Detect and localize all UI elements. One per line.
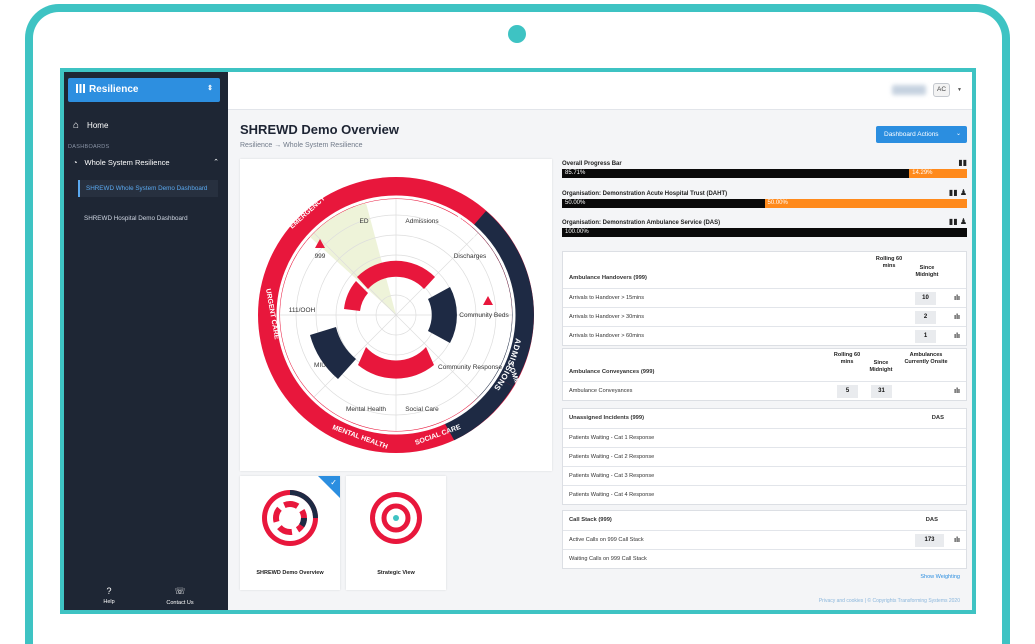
label-discharges-inner: Discharges — [454, 253, 487, 260]
progress-daht: Organisation: Demonstration Acute Hospit… — [562, 188, 967, 208]
inner-segment-ed — [357, 260, 435, 289]
chevron-down-icon[interactable]: ▼ — [957, 87, 962, 93]
outer-ring-dark-b — [472, 211, 534, 387]
bar-chart-users-icon[interactable]: ▮▮ ♟ — [948, 217, 967, 226]
show-weighting-link[interactable]: Show Weighting — [920, 574, 960, 580]
bar-chart-icon[interactable]: ılı — [954, 314, 960, 321]
sidebar-section-label: DASHBOARDS — [68, 144, 110, 150]
page-title: SHREWD Demo Overview — [240, 122, 399, 137]
thumbnail-strategic[interactable]: Strategic View — [346, 476, 446, 590]
table-header: Ambulance Handovers (999) Rolling 60 min… — [569, 256, 939, 281]
label-111-ooh: 111/OOH — [289, 307, 316, 314]
bar-chart-icon[interactable]: ılı — [954, 295, 960, 302]
label-social-care-inner: Social Care — [405, 406, 439, 413]
thumbnail-overview[interactable]: SHREWD Demo Overview ✓ — [240, 476, 340, 590]
warning-icon — [483, 296, 493, 305]
sidebar-item-home[interactable]: ⌂ Home — [73, 120, 109, 131]
progress-label: Organisation: Demonstration Acute Hospit… — [562, 191, 728, 197]
table-row: Active Calls on 999 Call Stack 173 ılı — [563, 530, 966, 549]
label-miu: MIU — [314, 362, 326, 369]
thumbnail-wheel — [262, 490, 318, 546]
table-row: Patients Waiting - Cat 4 Response — [563, 485, 966, 504]
check-icon: ✓ — [330, 478, 337, 487]
label-community-beds: Community Beds — [459, 312, 509, 319]
outer-ring-dark-a — [444, 375, 514, 441]
inner-segment-social — [358, 347, 434, 379]
table-row: Patients Waiting - Cat 2 Response — [563, 447, 966, 466]
ring-gap — [276, 195, 516, 435]
user-name — [892, 85, 926, 95]
thumbnail-label: SHREWD Demo Overview — [256, 570, 324, 576]
chevron-down-icon: ⌄ — [955, 131, 961, 137]
unassigned-table: Unassigned Incidents (999) DAS Patients W… — [562, 408, 967, 505]
avatar[interactable]: AC — [933, 83, 950, 97]
resilience-circle-card: ADMISSIONS DISCHARGES COMMUNITY CARE SOC… — [240, 159, 552, 471]
table-header: Unassigned Incidents (999) DAS — [569, 415, 944, 421]
app-switcher[interactable]: Resilience ⇕ — [68, 78, 220, 102]
progress-overall: Overall Progress Bar 85.71% 14.29% ▮▮ — [562, 158, 967, 178]
progress-label: Overall Progress Bar — [562, 161, 622, 167]
label-mental-health-inner: Mental Health — [346, 406, 386, 413]
conveyances-table: Ambulance Conveyances (999) Rolling 60 m… — [562, 348, 967, 401]
progress-orange: 50.00% — [764, 199, 967, 208]
sidebar-item-whole-system-demo[interactable]: SHREWD Whole System Demo Dashboard — [78, 180, 218, 197]
help-icon: ? — [106, 586, 112, 596]
progress-black: 85.71% — [562, 169, 910, 178]
chevron-up-icon: ⌃ — [213, 159, 219, 166]
warning-icon — [315, 239, 325, 248]
sidebar: Resilience ⇕ ⌂ Home DASHBOARDS ◔ Whole Syst… — [64, 72, 228, 610]
footer: Privacy and cookies | © Copyrights Trans… — [818, 598, 960, 604]
sidebar-group-whole-system[interactable]: ◔ Whole System Resilience ⌃ — [73, 158, 219, 167]
updown-icon: ⇕ — [207, 85, 213, 92]
inner-segment-111 — [344, 281, 368, 311]
breadcrumb[interactable]: Resilience → Whole System Resilience — [240, 142, 363, 149]
contact-icon: ☏ — [174, 586, 186, 596]
bar-chart-icon[interactable]: ılı — [954, 333, 960, 340]
table-row: Patients Waiting - Cat 1 Response — [563, 428, 966, 447]
progress-bar: 100.00% — [562, 228, 967, 237]
table-row: Patients Waiting - Cat 3 Response — [563, 466, 966, 485]
inner-segment-miu — [310, 327, 356, 379]
label-community-response: Community Response — [438, 364, 502, 371]
thumbnail-wheel — [370, 492, 422, 544]
table-row: Arrivals to Handover > 60mins 1 ılı — [563, 326, 966, 345]
progress-bar: 50.00% 50.00% — [562, 199, 967, 208]
help-button[interactable]: ? Help — [89, 586, 129, 605]
highlight-sector — [310, 203, 396, 315]
sidebar-item-hospital-demo[interactable]: SHREWD Hospital Demo Dashboard — [84, 215, 188, 222]
progress-black: 50.00% — [562, 199, 765, 208]
dashboard-actions-button[interactable]: Dashboard Actions ⌄ — [876, 126, 967, 143]
progress-black: 100.00% — [562, 228, 967, 237]
selected-corner — [318, 476, 340, 498]
camera-dot — [508, 25, 526, 43]
label-admissions: Admissions — [405, 218, 439, 225]
progress-bar: 85.71% 14.29% — [562, 169, 967, 178]
app-screen: Resilience ⇕ ⌂ Home DASHBOARDS ◔ Whole Syst… — [60, 68, 976, 614]
thumbnail-label: Strategic View — [377, 570, 415, 576]
bar-chart-users-icon[interactable]: ▮▮ ♟ — [948, 188, 967, 197]
pie-icon: ◔ — [73, 158, 78, 167]
label-ed: ED — [359, 218, 368, 225]
home-icon: ⌂ — [73, 120, 80, 131]
callstack-table: Call Stack (999) DAS Active Calls on 999 … — [562, 510, 967, 569]
progress-das: Organisation: Demonstration Ambulance Se… — [562, 217, 967, 237]
table-row: Arrivals to Handover > 30mins 2 ılı — [563, 307, 966, 326]
table-header: Call Stack (999) DAS — [569, 517, 938, 523]
bar-chart-icon[interactable]: ılı — [954, 537, 960, 544]
resilience-wheel[interactable]: ADMISSIONS DISCHARGES COMMUNITY CARE SOC… — [240, 159, 552, 471]
bar-chart-icon[interactable]: ılı — [954, 388, 960, 395]
grid-icon — [76, 84, 85, 93]
handovers-table: Ambulance Handovers (999) Rolling 60 min… — [562, 251, 967, 346]
label-999: 999 — [315, 253, 326, 260]
progress-orange: 14.29% — [909, 169, 967, 178]
inner-segment-community — [428, 287, 457, 343]
contact-button[interactable]: ☏ Contact Us — [160, 586, 200, 606]
top-bar: AC ▼ — [228, 72, 972, 110]
bar-chart-icon[interactable]: ▮▮ — [958, 158, 967, 167]
table-row: Arrivals to Handover > 15mins 10 ılı — [563, 288, 966, 307]
progress-label: Organisation: Demonstration Ambulance Se… — [562, 220, 721, 226]
table-header: Ambulance Conveyances (999) Rolling 60 m… — [569, 352, 948, 375]
table-row: Waiting Calls on 999 Call Stack — [563, 549, 966, 568]
table-row: Ambulance Conveyances 5 31 ılı — [563, 381, 966, 400]
